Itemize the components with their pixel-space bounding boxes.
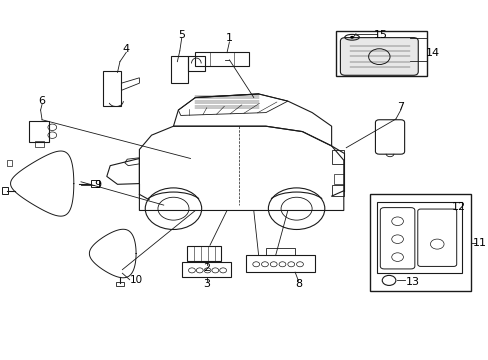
Text: 8: 8	[294, 279, 302, 289]
Bar	[369, 194, 470, 291]
Bar	[116, 282, 123, 286]
Text: 3: 3	[203, 279, 210, 289]
Bar	[6, 160, 12, 166]
Bar	[195, 52, 248, 66]
Bar	[265, 248, 295, 255]
Bar	[336, 31, 426, 76]
Text: 15: 15	[373, 30, 387, 40]
Text: 6: 6	[39, 96, 45, 106]
Text: 2: 2	[203, 263, 210, 273]
Bar	[171, 56, 188, 83]
Bar	[187, 246, 221, 261]
Text: 7: 7	[396, 102, 404, 112]
Bar	[102, 71, 121, 107]
Text: 11: 11	[471, 238, 486, 248]
FancyBboxPatch shape	[340, 38, 417, 75]
Bar	[35, 141, 43, 147]
Bar	[188, 56, 204, 71]
Bar	[246, 255, 314, 272]
Bar	[91, 180, 99, 187]
Text: 9: 9	[94, 180, 102, 190]
Bar	[376, 202, 461, 273]
Text: 1: 1	[225, 33, 232, 43]
Text: 12: 12	[451, 202, 465, 212]
Bar	[29, 121, 49, 142]
Bar	[1, 187, 7, 194]
Text: 5: 5	[178, 30, 185, 40]
Circle shape	[349, 36, 353, 39]
Bar	[331, 150, 343, 164]
Bar	[182, 262, 230, 277]
Text: 13: 13	[405, 277, 419, 287]
Bar	[333, 174, 343, 184]
Bar	[331, 185, 343, 196]
Text: 4: 4	[122, 44, 129, 54]
Text: 10: 10	[129, 275, 142, 285]
Text: 14: 14	[425, 48, 439, 58]
